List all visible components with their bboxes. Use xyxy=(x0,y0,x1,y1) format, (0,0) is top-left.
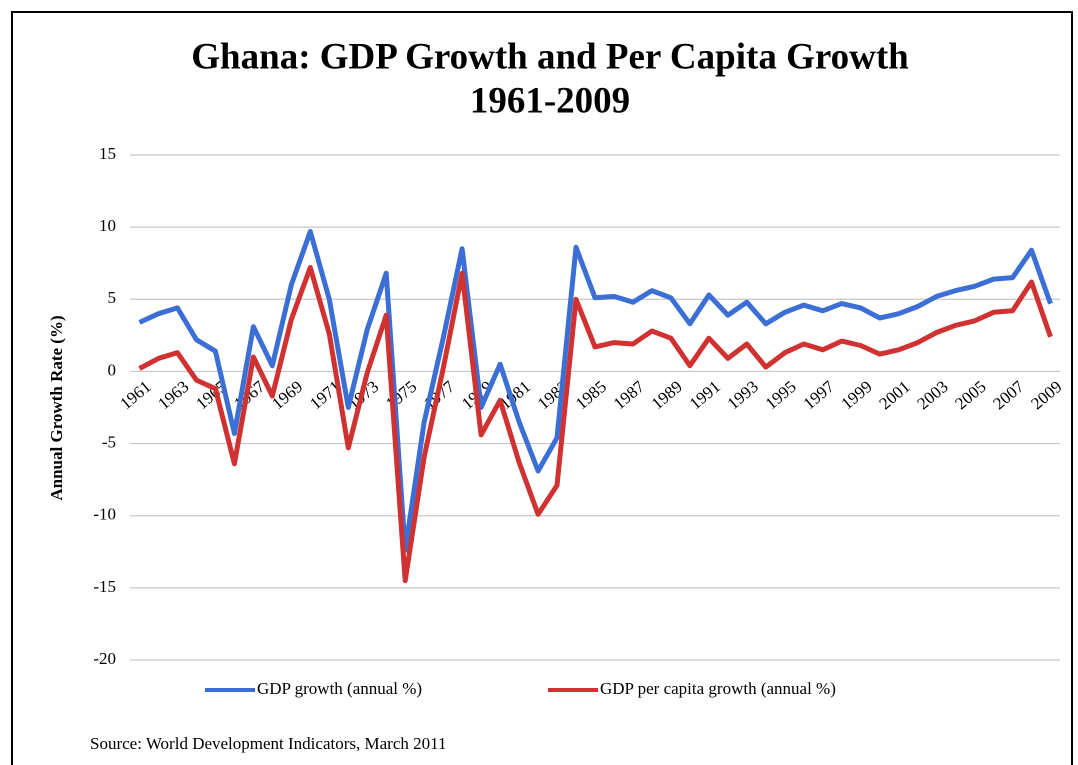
legend-label: GDP growth (annual %) xyxy=(257,679,422,698)
x-tick-label: 1985 xyxy=(572,377,610,413)
y-tick-label: 0 xyxy=(108,360,117,379)
series-line xyxy=(138,229,1053,553)
y-tick-label: -5 xyxy=(102,432,116,451)
chart-title: Ghana: GDP Growth and Per Capita Growth xyxy=(191,36,909,77)
x-tick-label: 1997 xyxy=(800,377,839,414)
x-tick-label: 2009 xyxy=(1027,377,1065,413)
x-tick-label: 2003 xyxy=(913,377,951,413)
source: Source: World Development Indicators, Ma… xyxy=(90,734,447,753)
y-tick-label: 15 xyxy=(99,144,116,163)
x-tick-label: 1963 xyxy=(154,377,192,413)
x-tick-label: 1975 xyxy=(382,377,420,413)
x-tick-label: 1999 xyxy=(838,377,876,413)
y-tick-label: -15 xyxy=(93,577,116,596)
series-line xyxy=(138,265,1053,584)
x-tick-label: 1995 xyxy=(762,377,800,413)
y-axis-label: Annual Growth Rate (%) xyxy=(47,315,66,500)
y-tick-label: -10 xyxy=(93,505,116,524)
y-tick-label: 5 xyxy=(108,288,117,307)
chart-subtitle: 1961-2009 xyxy=(470,80,630,121)
x-tick-label: 2001 xyxy=(875,377,913,413)
frame xyxy=(11,11,1073,765)
x-tick-label: 1961 xyxy=(116,377,154,413)
y-tick-label: -20 xyxy=(93,649,116,668)
x-tick-label: 2007 xyxy=(989,377,1028,414)
x-tick-label: 2005 xyxy=(951,377,989,413)
x-tick-label: 1991 xyxy=(686,377,724,413)
legend-label: GDP per capita growth (annual %) xyxy=(600,679,836,698)
x-tick-label: 1987 xyxy=(610,377,649,414)
x-tick-label: 1993 xyxy=(724,377,762,413)
x-tick-label: 1989 xyxy=(648,377,686,413)
y-tick-label: 10 xyxy=(99,216,116,235)
